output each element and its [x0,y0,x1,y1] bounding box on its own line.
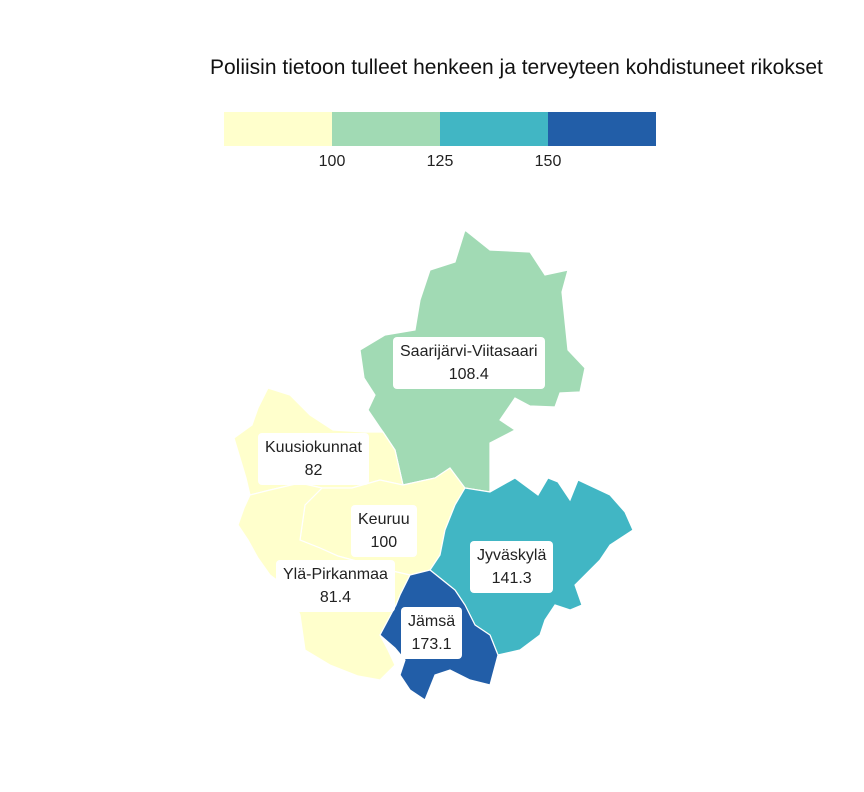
color-legend [224,112,656,146]
region-name: Jyväskylä [477,547,547,564]
label-saarijarvi-viitasaari: Saarijärvi-Viitasaari 108.4 [393,337,545,389]
label-kuusiokunnat: Kuusiokunnat 82 [258,433,369,485]
region-name: Ylä-Pirkanmaa [283,566,388,583]
label-jamsa: Jämsä 173.1 [401,607,463,659]
region-value: 100 [370,534,398,551]
legend-swatch-1 [224,112,332,146]
legend-tick-150: 150 [534,153,562,170]
legend-tick-125: 125 [426,153,454,170]
region-value: 173.1 [411,636,452,653]
region-value: 82 [304,462,323,479]
region-name: Jämsä [408,613,456,630]
legend-swatch-2 [332,112,440,146]
label-yla-pirkanmaa: Ylä-Pirkanmaa 81.4 [276,560,395,612]
legend-swatch-3 [440,112,548,146]
label-jyvaskyla: Jyväskylä 141.3 [470,541,554,593]
region-value: 141.3 [491,570,532,587]
legend-swatch-4 [548,112,656,146]
map-title: Poliisin tietoon tulleet henkeen ja terv… [210,56,823,79]
legend-tick-100: 100 [318,153,346,170]
region-name: Saarijärvi-Viitasaari [400,343,538,360]
region-name: Kuusiokunnat [265,439,362,456]
region-value: 108.4 [448,366,489,383]
label-keuruu: Keuruu 100 [351,505,417,557]
region-value: 81.4 [319,589,352,606]
region-name: Keuruu [358,511,410,528]
